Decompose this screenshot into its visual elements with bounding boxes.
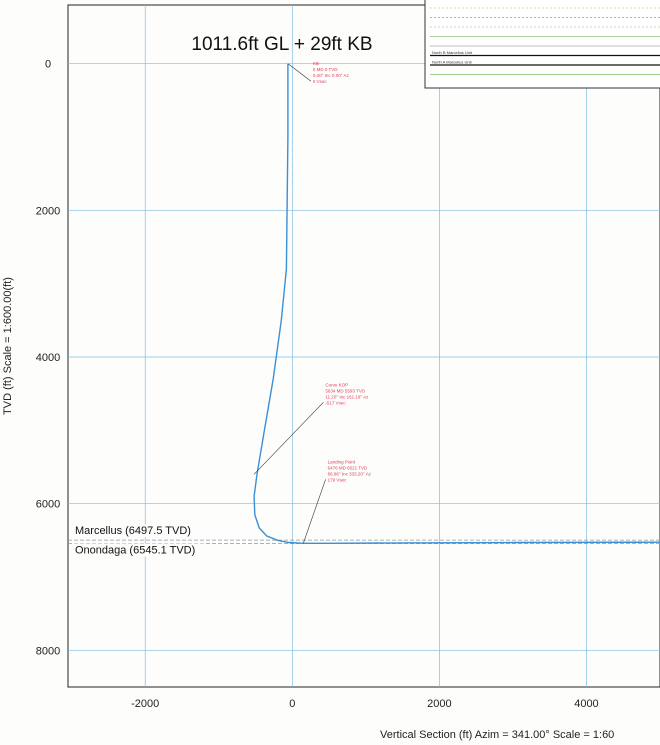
x-tick-labels: -2000 0 2000 4000 xyxy=(131,698,599,710)
x-tick-label: 2000 xyxy=(427,698,451,710)
y-tick-label: 0 xyxy=(45,59,51,71)
x-tick-label: -2000 xyxy=(131,698,159,710)
annotation-leader xyxy=(253,402,324,475)
annotation-text: Landing Point 6476 MD 6521 TVD 86.96° Inc … xyxy=(328,459,372,482)
annotation-leader xyxy=(287,63,312,82)
legend-entries: North B Marcellus Unit North A Marcellus … xyxy=(430,7,660,75)
y-tick-label: 8000 xyxy=(36,645,60,657)
x-tick-label: 4000 xyxy=(574,698,598,710)
annotation-text: KB 0 MD 0 TVD 0.00° Inc 0.00° Az 0 Vsec xyxy=(313,61,350,84)
series-group xyxy=(253,63,660,544)
formation-label: Onondaga (6545.1 TVD) xyxy=(75,545,195,557)
y-axis-title: TVD (ft) Scale = 1:600.00(ft) xyxy=(2,277,14,415)
y-tick-label: 4000 xyxy=(36,352,60,364)
grid-lines xyxy=(68,5,660,687)
annotations: KB 0 MD 0 TVD 0.00° Inc 0.00° Az 0 Vsec Curv… xyxy=(253,61,372,544)
formation-label: Marcellus (6497.5 TVD) xyxy=(75,525,191,537)
legend-label: North A Marcellus Unit xyxy=(432,60,472,65)
y-tick-labels: 0 2000 4000 6000 8000 xyxy=(36,59,60,658)
y-tick-label: 6000 xyxy=(36,499,60,511)
chart-title: 1011.6ft GL + 29ft KB xyxy=(191,34,372,55)
y-tick-label: 2000 xyxy=(36,205,60,217)
legend-box: North B Marcellus Unit North A Marcellus … xyxy=(424,0,660,89)
legend-label: North B Marcellus Unit xyxy=(432,50,473,55)
formation-label-bg xyxy=(73,524,206,538)
x-tick-label: 0 xyxy=(289,698,295,710)
x-axis-title: Vertical Section (ft) Azim = 341.00° Sca… xyxy=(380,729,614,741)
annotation-text: Curve KOP 5634 MD 5593 TVD 11.20° Inc 161.… xyxy=(325,382,369,405)
formation-label-bg xyxy=(73,543,206,557)
plot-area xyxy=(67,4,660,688)
wellbore-path xyxy=(253,63,660,544)
annotation-leader xyxy=(303,479,326,544)
